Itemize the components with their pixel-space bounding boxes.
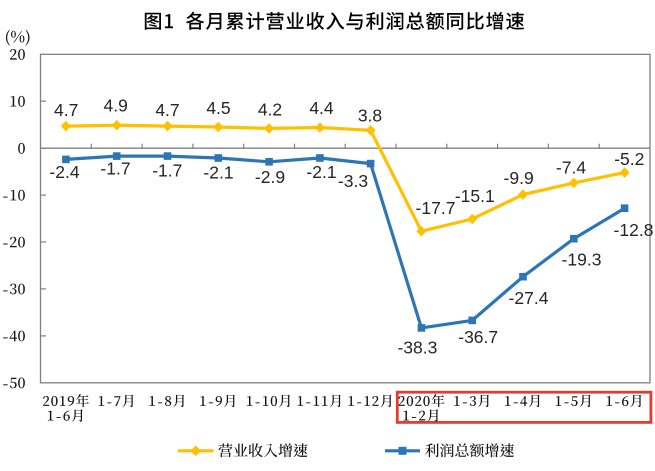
svg-text:-3.3: -3.3 [338, 171, 368, 191]
svg-text:-17.7: -17.7 [416, 198, 456, 218]
svg-text:-1.7: -1.7 [152, 160, 182, 180]
svg-text:-1.7: -1.7 [100, 158, 130, 178]
svg-text:-9.9: -9.9 [504, 168, 534, 188]
svg-text:3.8: 3.8 [358, 105, 382, 125]
svg-text:4.5: 4.5 [206, 98, 230, 118]
svg-text:4.7: 4.7 [155, 100, 179, 120]
svg-text:-2.9: -2.9 [255, 167, 285, 187]
svg-text:-15.1: -15.1 [455, 186, 495, 206]
svg-text:-38.3: -38.3 [397, 337, 437, 357]
svg-text:-2.4: -2.4 [49, 162, 79, 182]
svg-text:4.7: 4.7 [54, 100, 78, 120]
svg-text:-5.2: -5.2 [614, 149, 644, 169]
svg-text:-36.7: -36.7 [458, 327, 498, 347]
svg-text:-2.1: -2.1 [203, 162, 233, 182]
svg-text:-19.3: -19.3 [562, 249, 602, 269]
svg-text:-7.4: -7.4 [556, 158, 586, 178]
svg-text:-27.4: -27.4 [509, 288, 549, 308]
svg-text:-12.8: -12.8 [614, 220, 654, 240]
svg-text:4.2: 4.2 [258, 99, 282, 119]
svg-text:4.4: 4.4 [309, 98, 334, 118]
svg-text:4.9: 4.9 [104, 96, 128, 116]
svg-text:-2.1: -2.1 [306, 162, 336, 182]
